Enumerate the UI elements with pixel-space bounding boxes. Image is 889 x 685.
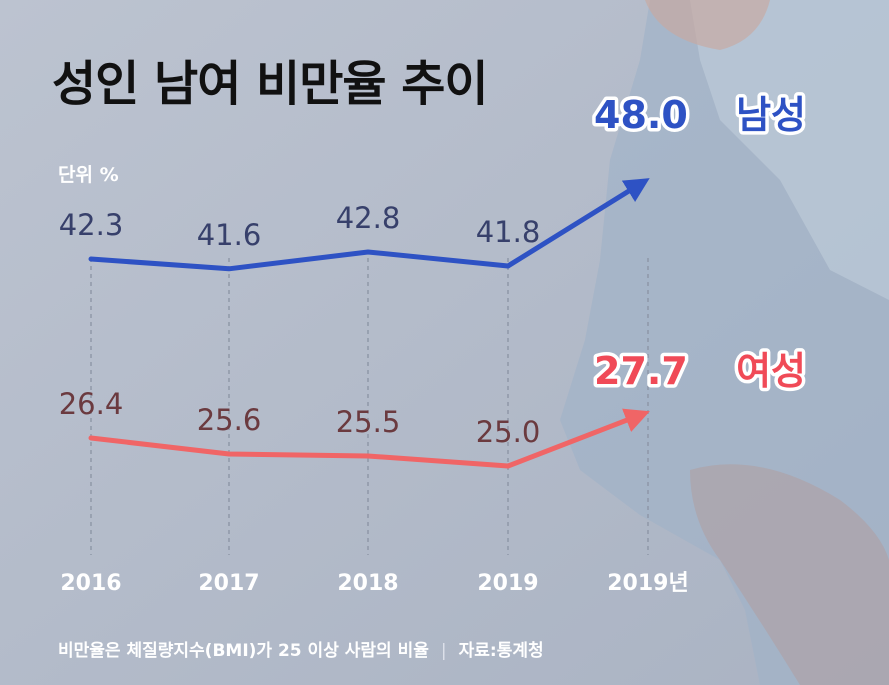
value-labels: 42.3 41.6 42.8 41.8 48.0 남성 26.4 25.6 25.5 25.0 27… xyxy=(59,90,810,450)
series-arrow-male xyxy=(505,178,650,269)
highlight-series-name-male: 남성 xyxy=(736,93,806,137)
highlight-male: 48.0 남성 xyxy=(591,90,810,141)
footnote-note: 비만율은 체질량지수(BMI)가 25 이상 사람의 비율 xyxy=(58,641,429,661)
series-line-male xyxy=(88,249,511,272)
gridlines xyxy=(90,258,649,555)
footnote-source: 자료:통계청 xyxy=(458,641,544,661)
x-axis-tick-labels: 2016 2017 2018 2019 2019년 xyxy=(60,571,688,596)
value-label-female-2: 25.5 xyxy=(336,405,401,439)
x-tick-label-4: 2019년 xyxy=(607,571,688,596)
unit-label: 단위 % xyxy=(58,164,119,186)
footnote-separator: | xyxy=(440,641,447,661)
value-label-female-1: 25.6 xyxy=(197,403,262,437)
series-arrow-female xyxy=(505,408,650,469)
x-tick-label-3: 2019 xyxy=(477,571,538,596)
x-tick-label-2: 2018 xyxy=(337,571,398,596)
x-tick-label-0: 2016 xyxy=(60,571,121,596)
value-label-male-3: 41.8 xyxy=(476,215,541,249)
footnote: 비만율은 체질량지수(BMI)가 25 이상 사람의 비율 | 자료:통계청 xyxy=(58,636,544,661)
value-label-male-2: 42.8 xyxy=(336,201,401,235)
value-label-male-1: 41.6 xyxy=(197,218,262,252)
value-label-female-3: 25.0 xyxy=(476,415,541,449)
highlight-female: 27.7 여성 xyxy=(591,346,810,397)
series-lines xyxy=(88,178,650,469)
x-tick-label-1: 2017 xyxy=(198,571,259,596)
series-line-female xyxy=(88,435,511,469)
value-label-female-0: 26.4 xyxy=(59,387,124,421)
highlight-value-female: 27.7 xyxy=(594,349,688,393)
highlight-series-name-female: 여성 xyxy=(736,349,806,393)
value-label-male-0: 42.3 xyxy=(59,208,124,242)
chart-title: 성인 남여 비만율 추이 xyxy=(52,56,489,112)
highlight-value-male: 48.0 xyxy=(594,93,688,137)
